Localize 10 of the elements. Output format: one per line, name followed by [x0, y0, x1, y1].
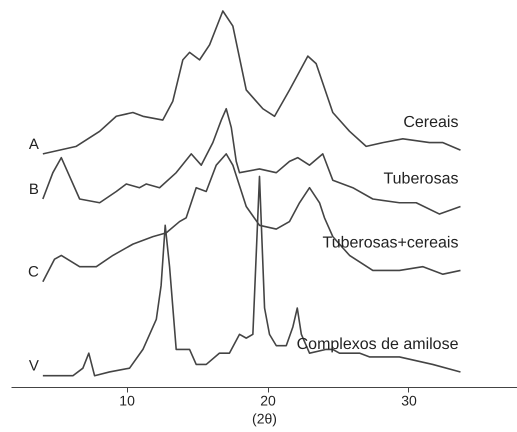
- series-label: Tuberosas: [383, 170, 458, 188]
- annotation: V: [28, 358, 39, 375]
- annotation: B: [28, 181, 39, 198]
- series-label: Cereais: [403, 114, 458, 132]
- x-axis-title: (2θ): [252, 410, 277, 426]
- annotation: C: [28, 264, 40, 281]
- x-tick-label: 20: [260, 392, 276, 408]
- x-tick-label: 10: [119, 392, 136, 408]
- x-tick-label: 30: [401, 392, 417, 408]
- annotation: A: [28, 136, 39, 153]
